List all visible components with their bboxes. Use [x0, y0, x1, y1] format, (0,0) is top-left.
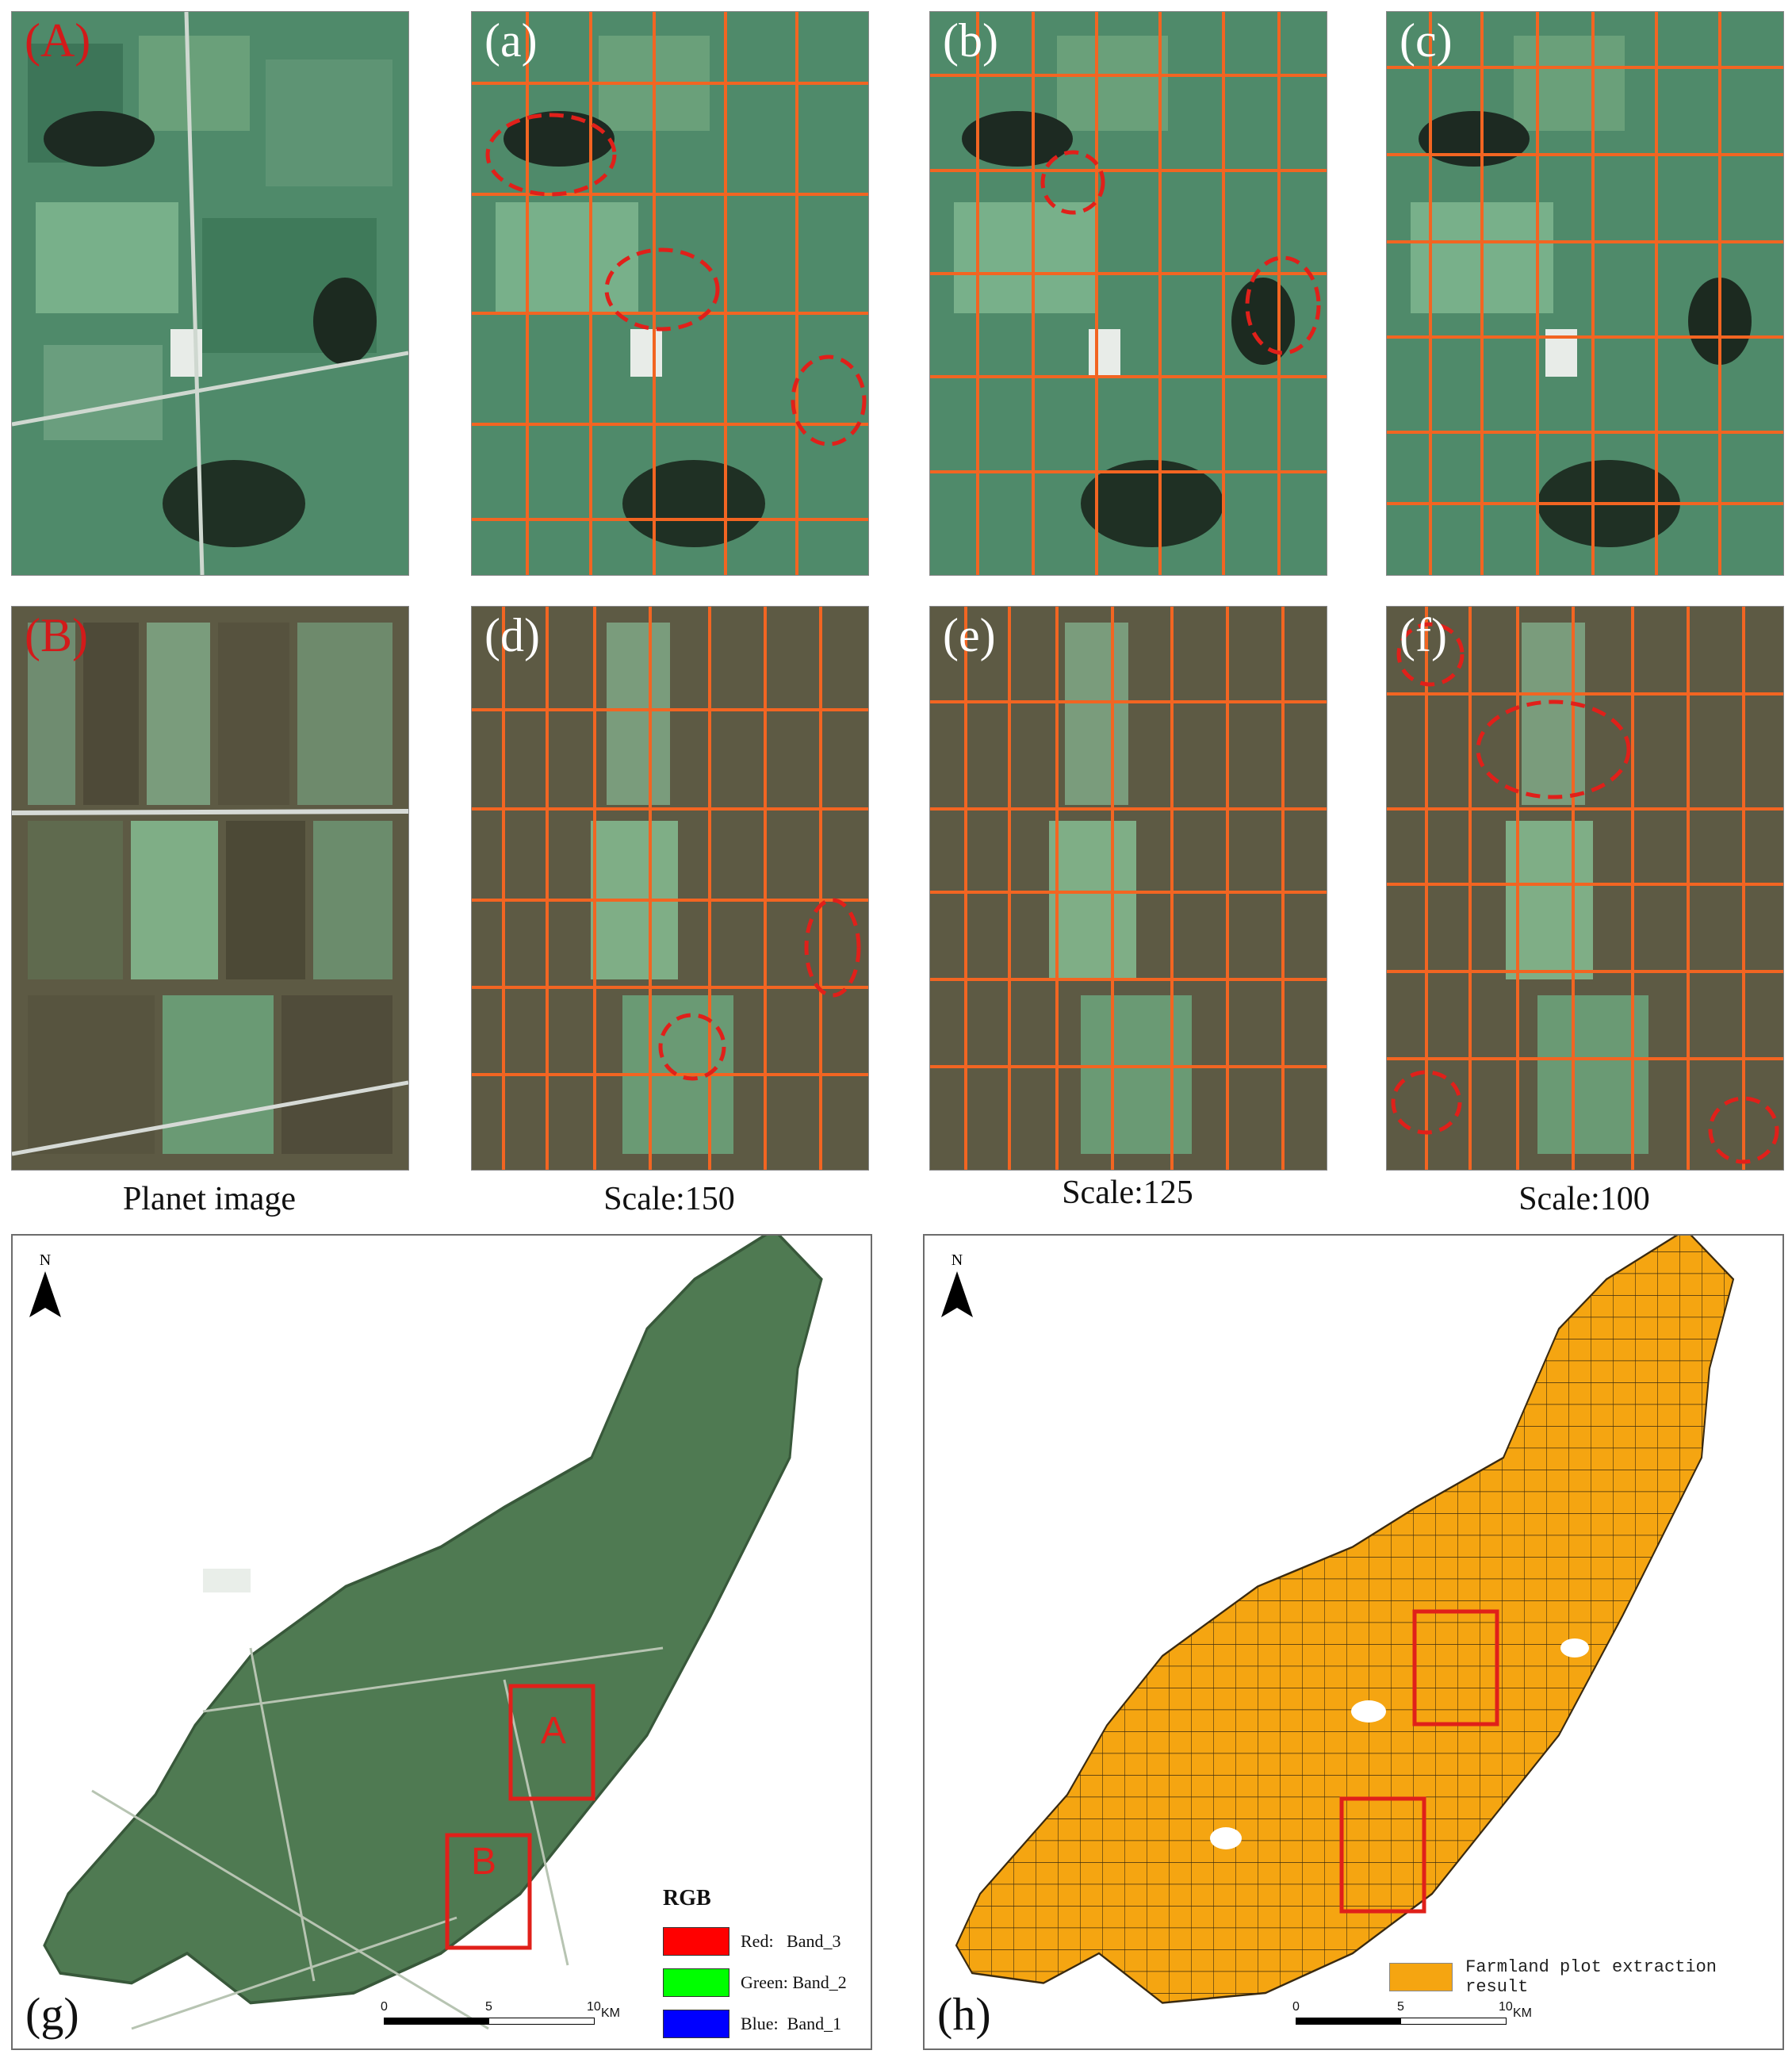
scale-tick-0: 0	[381, 2000, 388, 2014]
north-arrow-icon	[29, 1271, 61, 1317]
box-label-a: A	[541, 1710, 566, 1752]
satellite-image	[12, 12, 408, 575]
north-arrow-icon	[941, 1271, 973, 1317]
panel-label: (c)	[1400, 14, 1453, 67]
map-h-frame: N Farmland plot extraction result 0 5 10…	[923, 1234, 1784, 2050]
caption-planet: Planet image	[122, 1181, 297, 1217]
caption-scale150: Scale:150	[603, 1181, 735, 1217]
panel-tag-h: (h)	[937, 1988, 991, 2040]
legend-swatch	[663, 2010, 729, 2038]
segmentation-image	[472, 12, 868, 575]
legend-label: Green: Band_2	[741, 1972, 847, 1992]
segmentation-image	[472, 607, 868, 1170]
panel-label: (e)	[943, 609, 996, 661]
tile-scale150-a: (a)	[471, 11, 869, 576]
legend-title: RGB	[663, 1886, 711, 1910]
tile-scale125-e: (e)	[929, 606, 1327, 1171]
legend-row-blue: Blue: Band_1	[663, 2003, 847, 2045]
panel-label: (a)	[484, 14, 538, 67]
segmentation-image	[930, 607, 1327, 1170]
panel-label: (d)	[484, 609, 540, 661]
panel-tag-g: (g)	[25, 1988, 79, 2040]
panel-label: (f)	[1400, 609, 1447, 661]
scale-bar: 0 5 10 KM	[1292, 2000, 1541, 2032]
legend-row-green: Green: Band_2	[663, 1962, 847, 2003]
legend-swatch	[1389, 1963, 1453, 1991]
panel-label: (B)	[25, 609, 88, 661]
legend-label: Blue: Band_1	[741, 2014, 842, 2033]
scale-unit: KM	[601, 2006, 620, 2020]
rgb-legend: RGB Red: Band_3 Green: Band_2 Blue: Band…	[663, 1886, 847, 2045]
legend-label: Farmland plot extraction result	[1465, 1957, 1717, 1997]
scale-tick-10: 10	[587, 2000, 601, 2014]
panel-label: (b)	[943, 14, 998, 67]
north-label: N	[39, 1251, 52, 1269]
tile-scale100-f: (f)	[1386, 606, 1784, 1171]
legend-swatch	[663, 1968, 729, 1997]
segmentation-image	[1387, 12, 1783, 575]
scale-tick-10: 10	[1499, 2000, 1513, 2014]
tile-planet-B: (B)	[11, 606, 409, 1171]
north-label: N	[951, 1251, 963, 1269]
caption-scale125: Scale:125	[1062, 1175, 1193, 1211]
scale-bar-graphic	[1296, 2018, 1507, 2025]
caption-scale100: Scale:100	[1518, 1181, 1650, 1217]
scale-tick-5: 5	[1397, 2000, 1404, 2014]
legend-swatch	[663, 1927, 729, 1956]
scale-bar: 0 5 10 KM	[381, 2000, 630, 2032]
tile-scale150-d: (d)	[471, 606, 869, 1171]
scale-bar-graphic	[384, 2018, 595, 2025]
farmland-extraction-map	[955, 1236, 1735, 2004]
panel-label: (A)	[25, 14, 91, 67]
farmland-legend: Farmland plot extraction result	[1389, 1957, 1782, 1997]
north-arrow: N	[937, 1251, 977, 1319]
tile-planet-A: (A)	[11, 11, 409, 576]
tile-scale125-b: (b)	[929, 11, 1327, 576]
legend-label: Red: Band_3	[741, 1931, 841, 1951]
segmentation-image	[1387, 607, 1783, 1170]
scale-tick-5: 5	[485, 2000, 492, 2014]
box-label-b: B	[471, 1841, 496, 1883]
north-arrow: N	[25, 1251, 65, 1319]
scale-unit: KM	[1513, 2006, 1532, 2020]
segmentation-image	[930, 12, 1327, 575]
study-area-satellite-map: A B	[43, 1236, 823, 2030]
legend-row-red: Red: Band_3	[663, 1921, 847, 1962]
map-g-frame: A B N RGB Red: Band_3 Green: Band_2 Blue…	[11, 1234, 872, 2050]
tile-scale100-c: (c)	[1386, 11, 1784, 576]
scale-tick-0: 0	[1292, 2000, 1300, 2014]
satellite-image	[12, 607, 408, 1170]
